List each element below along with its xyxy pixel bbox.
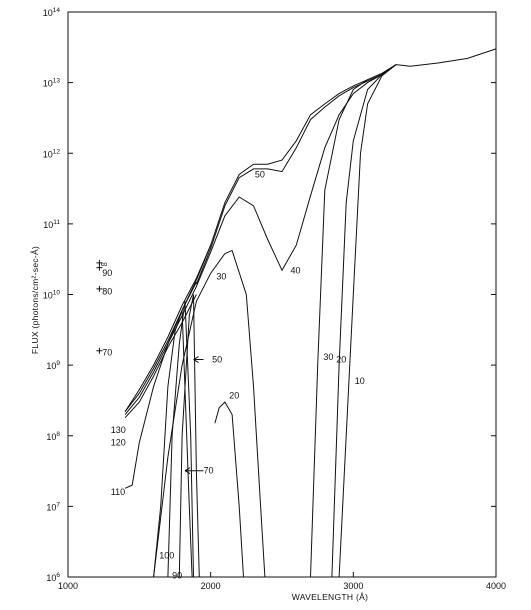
curve-label: 130 (111, 425, 126, 435)
series-line-0 (124, 48, 497, 412)
plot-frame (67, 11, 497, 578)
curve-label: 30 (216, 271, 226, 281)
curve-label: 40 (291, 265, 301, 275)
y-tick-label: 109 (46, 360, 60, 371)
curve-label: 70 (204, 466, 214, 476)
series-line-5 (214, 401, 244, 578)
series-line-1 (195, 64, 397, 285)
series-line-7 (338, 64, 397, 578)
series-line-2 (124, 64, 397, 415)
arrow-mark (193, 356, 204, 363)
y-axis-label: FLUX (photons/cm²-sec-Å) (30, 246, 40, 354)
y-tick-label: 1013 (43, 78, 61, 89)
curve-label: 100 (159, 551, 174, 561)
arrow-mark (184, 467, 204, 475)
marks (96, 259, 204, 475)
curve-label: 50 (212, 355, 222, 365)
x-axis: 1000 2000 3000 4000 (58, 572, 506, 591)
x-tick-label: 1000 (58, 581, 78, 591)
series-line-13 (178, 294, 200, 578)
series-line-9 (124, 294, 197, 419)
x-tick-label: 4000 (486, 581, 506, 591)
y-tick-label: 1014 (43, 7, 61, 18)
series-line-3 (153, 249, 266, 578)
curve-label: 50 (255, 170, 265, 180)
y-tick-label: 1010 (43, 290, 61, 301)
curve-label: 80 (102, 287, 112, 297)
y-tick-label: 1011 (43, 219, 60, 230)
curve-label: 70 (102, 348, 112, 358)
series-line-11 (153, 310, 193, 578)
curve-label: 110 (111, 487, 125, 497)
y-tick-label: 1012 (43, 148, 61, 159)
point-mark (96, 285, 103, 292)
curve-label: 20 (336, 355, 346, 365)
x-tick-label: 3000 (343, 581, 363, 591)
y-tick-label: 108 (46, 431, 60, 442)
curve-label: 90 (172, 571, 182, 581)
y-axis: 106 107 108 109 1010 1011 1012 1013 1014 (43, 7, 496, 583)
curve-label: ∞ (101, 259, 107, 269)
point-mark (96, 347, 103, 354)
series-line-12 (167, 301, 194, 578)
y-tick-label: 106 (46, 572, 60, 583)
curve-label: 10 (355, 376, 365, 386)
series-line-6 (331, 64, 397, 578)
curve-label: 30 (323, 352, 333, 362)
curve-label: 90 (102, 268, 112, 278)
curves (124, 48, 497, 578)
point-mark (96, 264, 103, 271)
curve-label: 120 (111, 438, 126, 448)
curve-label: 20 (229, 391, 239, 401)
y-tick-label: 107 (46, 501, 60, 512)
x-tick-label: 2000 (201, 581, 221, 591)
series-line-8 (124, 244, 212, 412)
x-axis-label: WAVELENGTH (Å) (292, 592, 368, 602)
series-line-4 (310, 64, 397, 578)
